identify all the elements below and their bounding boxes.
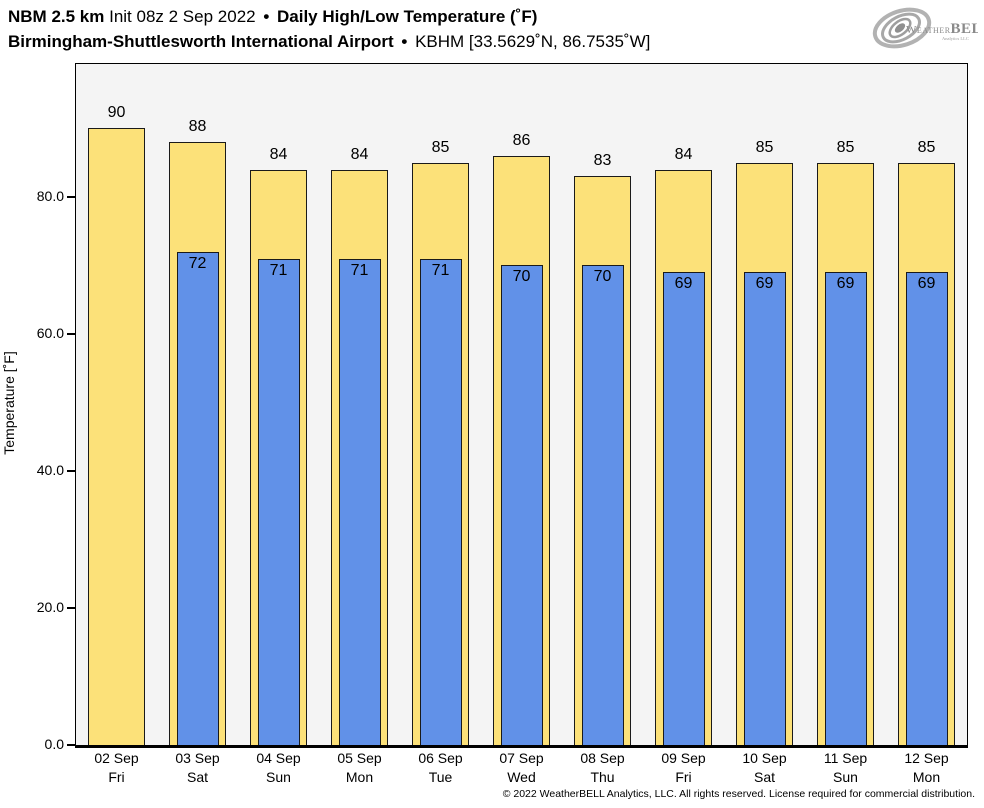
x-tick-date: 07 Sep: [499, 750, 544, 766]
x-tick-day: Tue: [428, 769, 453, 785]
x-tick-day: Sat: [186, 769, 208, 785]
y-tick-mark: [66, 333, 75, 335]
title-separator: •: [263, 7, 270, 26]
x-tick-label: 07 Sep Wed: [477, 749, 567, 787]
high-temp-value: 84: [350, 145, 369, 163]
logo-text-bell: BELL: [951, 21, 978, 37]
y-tick-label: 20.0: [36, 598, 64, 615]
high-temp-value: 86: [512, 131, 531, 149]
low-temp-bar: [581, 265, 624, 745]
title-product: Daily High/Low Temperature (˚F): [272, 7, 538, 26]
low-temp-bar: [905, 272, 948, 745]
low-temp-bar: [419, 258, 462, 745]
x-tick-date: 10 Sep: [742, 750, 787, 766]
high-temp-value: 85: [431, 138, 450, 156]
low-temp-bar: [257, 258, 300, 745]
low-temp-bar: [662, 272, 705, 745]
x-tick-date: 02 Sep: [94, 750, 139, 766]
x-tick-day: Fri: [675, 769, 692, 785]
logo-text-weather: WeatherBELL: [906, 21, 978, 37]
plot-area: 0.0 20.0 40.0 60.0 80.0 90 02 Sep Fri 88 72 03 Sep…: [37, 63, 968, 785]
y-tick-mark: [66, 196, 75, 198]
low-temp-value: 72: [188, 254, 207, 272]
high-temp-value: 85: [836, 138, 855, 156]
x-tick-date: 11 Sep: [823, 750, 868, 766]
low-temp-value: 69: [755, 275, 774, 293]
x-tick-day: Thu: [590, 769, 615, 785]
x-tick-day: Wed: [507, 769, 536, 785]
x-tick-date: 08 Sep: [580, 750, 625, 766]
y-tick-mark: [66, 744, 75, 746]
low-temp-value: 71: [350, 261, 369, 279]
x-tick-label: 03 Sep Sat: [153, 749, 243, 787]
x-tick-label: 09 Sep Fri: [639, 749, 729, 787]
x-tick-label: 06 Sep Tue: [396, 749, 486, 787]
x-tick-date: 12 Sep: [904, 750, 949, 766]
y-tick-label: 0.0: [44, 736, 64, 752]
low-temp-value: 71: [269, 261, 288, 279]
high-temp-bar: [88, 128, 145, 745]
x-tick-day: Mon: [912, 769, 941, 785]
x-tick-day: Mon: [345, 769, 374, 785]
high-temp-value: 85: [917, 138, 936, 156]
station-name: Birmingham-Shuttlesworth International A…: [8, 32, 394, 51]
title-line-1: NBM 2.5 km Init 08z 2 Sep 2022 • Daily H…: [8, 4, 650, 29]
high-temp-value: 85: [755, 138, 774, 156]
station-separator: •: [401, 32, 408, 51]
x-tick-day: Fri: [108, 769, 125, 785]
y-tick-label: 40.0: [36, 461, 64, 478]
high-temp-value: 84: [674, 145, 693, 163]
title-model: NBM 2.5 km: [8, 7, 105, 26]
low-temp-value: 71: [431, 261, 450, 279]
high-temp-value: 88: [188, 118, 207, 136]
x-tick-label: 05 Sep Mon: [315, 749, 405, 787]
x-tick-label: 02 Sep Fri: [72, 749, 162, 787]
low-temp-bar: [176, 251, 219, 745]
y-tick-label: 80.0: [36, 187, 64, 204]
copyright-text: © 2022 WeatherBELL Analytics, LLC. All r…: [502, 788, 975, 800]
low-temp-value: 70: [593, 268, 612, 286]
x-tick-label: 11 Sep Sun: [801, 749, 891, 787]
x-tick-label: 12 Sep Mon: [882, 749, 972, 787]
x-tick-day: Sun: [266, 769, 291, 785]
y-tick-label: 60.0: [36, 324, 64, 341]
high-temp-value: 90: [107, 104, 126, 122]
high-temp-value: 83: [593, 152, 612, 170]
low-temp-value: 69: [836, 275, 855, 293]
logo-text-analytics: Analytics LLC: [942, 36, 969, 41]
x-tick-date: 09 Sep: [661, 750, 706, 766]
chart-header: NBM 2.5 km Init 08z 2 Sep 2022 • Daily H…: [8, 4, 650, 54]
high-temp-value: 84: [269, 145, 288, 163]
weatherbell-logo: WeatherBELL Analytics LLC: [870, 2, 984, 54]
low-temp-value: 69: [917, 275, 936, 293]
low-temp-value: 69: [674, 275, 693, 293]
x-tick-label: 04 Sep Sun: [234, 749, 324, 787]
low-temp-bar: [824, 272, 867, 745]
x-tick-date: 03 Sep: [175, 750, 220, 766]
title-line-2: Birmingham-Shuttlesworth International A…: [8, 29, 650, 54]
y-tick-mark: [66, 470, 75, 472]
x-tick-label: 08 Sep Thu: [558, 749, 648, 787]
low-temp-bar: [500, 265, 543, 745]
x-tick-date: 04 Sep: [256, 750, 301, 766]
low-temp-value: 70: [512, 268, 531, 286]
hurricane-swirl-icon: WeatherBELL Analytics LLC: [872, 7, 984, 49]
y-axis-label: Temperature [˚F]: [1, 351, 17, 455]
x-tick-label: 10 Sep Sat: [720, 749, 810, 787]
station-meta: KBHM [33.5629˚N, 86.7535˚W]: [410, 32, 651, 51]
x-tick-date: 06 Sep: [418, 750, 463, 766]
low-temp-bar: [743, 272, 786, 745]
title-init: Init 08z 2 Sep 2022: [104, 7, 261, 26]
x-tick-day: Sat: [753, 769, 775, 785]
x-tick-day: Sun: [833, 769, 858, 785]
low-temp-bar: [338, 258, 381, 745]
y-tick-mark: [66, 607, 75, 609]
x-tick-date: 05 Sep: [337, 750, 382, 766]
